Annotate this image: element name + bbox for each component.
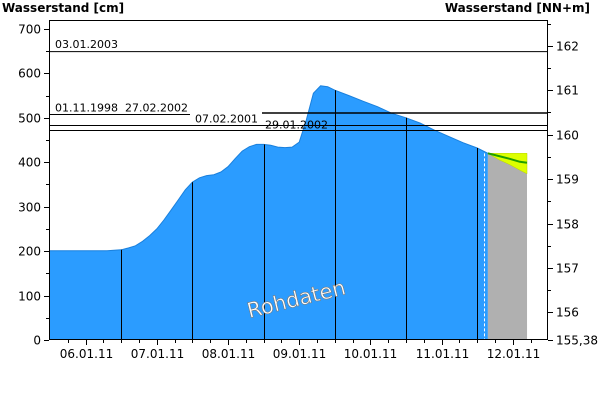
reference-label: 27.02.2002 [125, 102, 188, 115]
water-level-line [50, 85, 489, 252]
reference-label: 03.01.2003 [55, 38, 118, 51]
reference-label: 07.02.2001 [195, 113, 258, 126]
left-axis-title: Wasserstand [cm] [2, 1, 124, 15]
forecast-area [487, 153, 528, 340]
right-axis-tick-label: 158 [556, 218, 579, 232]
plot-border [49, 20, 548, 340]
axes-layer: 0 100 200 300 400 500 600 700 155,38 156 157 158 159… [18, 23, 598, 362]
left-axis-tick-label: 600 [18, 67, 41, 81]
left-axis-tick-label: 500 [18, 112, 41, 126]
x-axis-tick-label: 11.01.11 [416, 347, 469, 361]
left-axis-tick-label: 300 [18, 201, 41, 215]
x-axis-tick-label: 12.01.11 [487, 347, 540, 361]
right-axis-tick-label: 160 [556, 129, 579, 143]
x-axis-tick-label: 07.01.11 [131, 347, 184, 361]
x-axis-tick-label: 10.01.11 [344, 347, 397, 361]
plot-frame [49, 20, 548, 340]
water-level-area [50, 85, 488, 340]
right-axis-tick-label: 159 [556, 173, 579, 187]
right-axis-tick-label: 157 [556, 262, 579, 276]
right-axis-tick-label: 156 [556, 306, 579, 320]
right-axis-title: Wasserstand [NN+m] [445, 1, 590, 15]
reference-label: 01.11.1998 [55, 102, 118, 115]
reference-label: 29.01.2002 [265, 119, 328, 132]
right-axis-tick-label: 161 [556, 84, 579, 98]
left-axis-tick-label: 100 [18, 290, 41, 304]
x-axis-tick-label: 06.01.11 [60, 347, 113, 361]
left-axis-tick-label: 700 [18, 23, 41, 37]
right-axis-tick-label: 155,38 [556, 334, 598, 348]
forecast-line [487, 152, 528, 164]
forecast-band [486, 153, 528, 175]
x-axis-tick-label: 09.01.11 [273, 347, 326, 361]
reference-lines-layer: 03.01.2003 01.11.1998 27.02.2002 07.02.2001… [49, 38, 548, 132]
x-axis-tick-label: 08.01.11 [202, 347, 255, 361]
forecast-layer [484, 152, 528, 340]
left-axis-tick-label: 400 [18, 156, 41, 170]
left-axis-tick-label: 200 [18, 245, 41, 259]
area-layer [50, 85, 489, 340]
left-axis-tick-label: 0 [33, 334, 41, 348]
right-axis-tick-label: 162 [556, 40, 579, 54]
